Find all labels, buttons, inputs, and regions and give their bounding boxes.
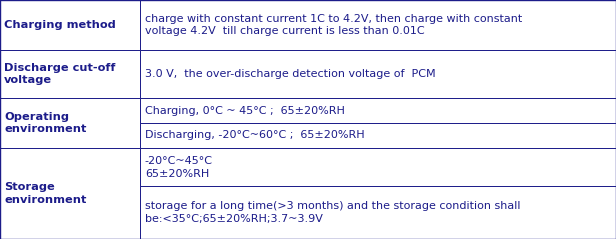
Text: charge with constant current 1C to 4.2V, then charge with constant
voltage 4.2V : charge with constant current 1C to 4.2V,… [145, 14, 522, 36]
Text: 3.0 V,  the over-discharge detection voltage of  PCM: 3.0 V, the over-discharge detection volt… [145, 69, 436, 79]
Bar [140, 186, 616, 239]
Bar [140, 123, 616, 148]
Text: storage for a long time(>3 months) and the storage condition shall
be:<35°C;65±2: storage for a long time(>3 months) and t… [145, 201, 521, 224]
Text: Charging, 0°C ~ 45°C ;  65±20%RH: Charging, 0°C ~ 45°C ; 65±20%RH [145, 105, 344, 115]
Bar [140, 148, 616, 186]
Bar [140, 98, 616, 123]
Bar [140, 0, 616, 50]
Bar [0, 0, 140, 50]
Text: Charging method: Charging method [4, 20, 116, 30]
Text: -20°C~45°C
65±20%RH: -20°C~45°C 65±20%RH [145, 156, 213, 179]
Text: Discharging, -20°C~60°C ;  65±20%RH: Discharging, -20°C~60°C ; 65±20%RH [145, 130, 365, 141]
Bar [0, 98, 140, 148]
Text: Discharge cut-off
voltage: Discharge cut-off voltage [4, 63, 116, 85]
Bar [0, 50, 140, 98]
Bar [140, 50, 616, 98]
Bar [0, 148, 140, 239]
Text: Operating
environment: Operating environment [4, 112, 87, 134]
Text: Storage
environment: Storage environment [4, 182, 87, 205]
